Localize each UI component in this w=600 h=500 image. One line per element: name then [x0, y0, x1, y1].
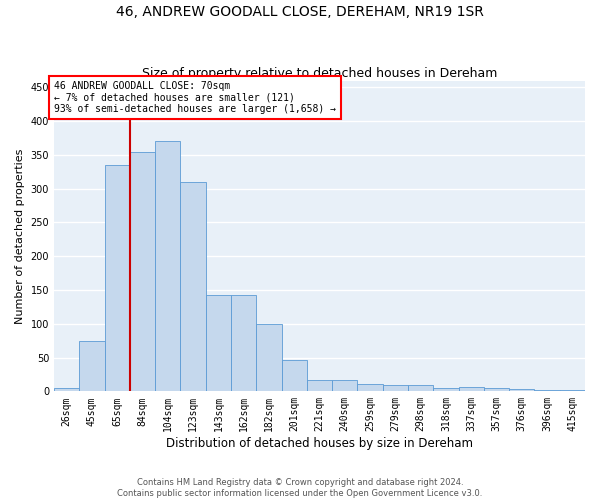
Bar: [560, 390, 585, 392]
Title: Size of property relative to detached houses in Dereham: Size of property relative to detached ho…: [142, 66, 497, 80]
Bar: [104, 165, 130, 392]
Bar: [484, 388, 509, 392]
Bar: [509, 388, 535, 392]
Bar: [433, 388, 458, 392]
Bar: [383, 386, 408, 392]
X-axis label: Distribution of detached houses by size in Dereham: Distribution of detached houses by size …: [166, 437, 473, 450]
Text: Contains HM Land Registry data © Crown copyright and database right 2024.
Contai: Contains HM Land Registry data © Crown c…: [118, 478, 482, 498]
Bar: [231, 295, 256, 392]
Bar: [535, 390, 560, 392]
Text: 46 ANDREW GOODALL CLOSE: 70sqm
← 7% of detached houses are smaller (121)
93% of : 46 ANDREW GOODALL CLOSE: 70sqm ← 7% of d…: [54, 80, 336, 114]
Bar: [181, 182, 206, 392]
Bar: [458, 388, 484, 392]
Bar: [54, 388, 79, 392]
Bar: [79, 340, 104, 392]
Bar: [332, 380, 358, 392]
Bar: [307, 380, 332, 392]
Bar: [256, 324, 281, 392]
Bar: [206, 295, 231, 392]
Bar: [358, 384, 383, 392]
Text: 46, ANDREW GOODALL CLOSE, DEREHAM, NR19 1SR: 46, ANDREW GOODALL CLOSE, DEREHAM, NR19 …: [116, 5, 484, 19]
Bar: [281, 360, 307, 392]
Bar: [408, 386, 433, 392]
Y-axis label: Number of detached properties: Number of detached properties: [15, 148, 25, 324]
Bar: [130, 152, 155, 392]
Bar: [155, 142, 181, 392]
